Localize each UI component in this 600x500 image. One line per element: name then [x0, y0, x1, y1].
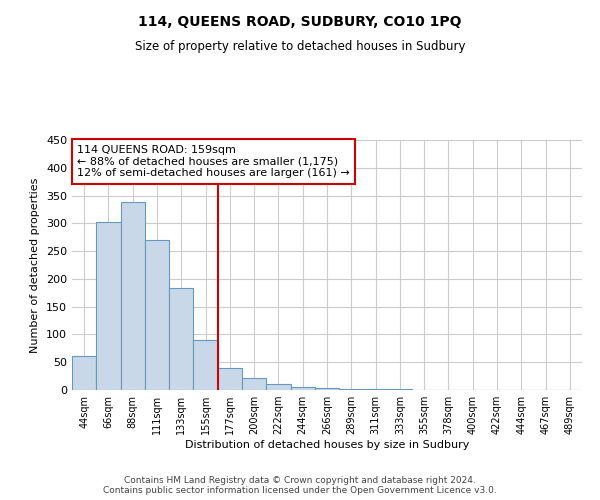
Bar	[121, 202, 145, 390]
Bar	[218, 368, 242, 390]
Bar	[169, 288, 193, 390]
Y-axis label: Number of detached properties: Number of detached properties	[31, 178, 40, 352]
Bar	[193, 340, 218, 390]
Bar	[72, 356, 96, 390]
Bar	[242, 378, 266, 390]
Bar	[145, 240, 169, 390]
Bar	[315, 388, 339, 390]
Text: 114, QUEENS ROAD, SUDBURY, CO10 1PQ: 114, QUEENS ROAD, SUDBURY, CO10 1PQ	[138, 15, 462, 29]
Text: Contains HM Land Registry data © Crown copyright and database right 2024.
Contai: Contains HM Land Registry data © Crown c…	[103, 476, 497, 495]
Bar	[96, 222, 121, 390]
Bar	[290, 387, 315, 390]
Bar	[339, 389, 364, 390]
Text: 114 QUEENS ROAD: 159sqm
← 88% of detached houses are smaller (1,175)
12% of semi: 114 QUEENS ROAD: 159sqm ← 88% of detache…	[77, 145, 350, 178]
X-axis label: Distribution of detached houses by size in Sudbury: Distribution of detached houses by size …	[185, 440, 469, 450]
Text: Size of property relative to detached houses in Sudbury: Size of property relative to detached ho…	[135, 40, 465, 53]
Bar	[266, 384, 290, 390]
